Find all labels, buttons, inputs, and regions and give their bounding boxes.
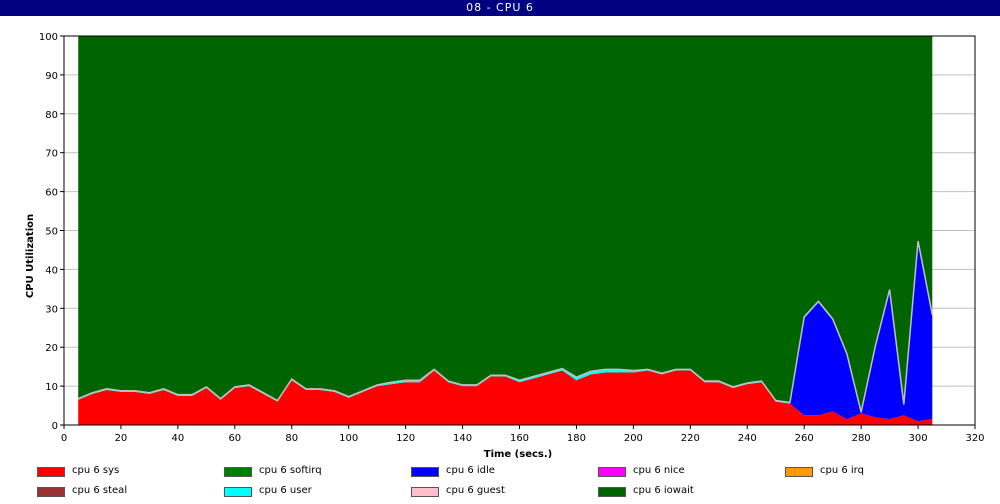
legend-label: cpu 6 sys xyxy=(72,465,120,476)
x-tick-label: 320 xyxy=(965,433,984,444)
x-tick-label: 280 xyxy=(852,433,871,444)
chart-areas xyxy=(77,36,934,425)
y-tick-label: 0 xyxy=(52,421,58,432)
legend-label: cpu 6 user xyxy=(259,485,312,496)
legend-swatch xyxy=(224,467,252,477)
legend-swatch xyxy=(411,467,439,477)
y-tick-label: 10 xyxy=(45,382,58,393)
x-tick-label: 140 xyxy=(453,433,472,444)
legend-swatch xyxy=(785,467,813,477)
x-tick-label: 200 xyxy=(624,433,643,444)
plot-frame xyxy=(63,35,976,426)
y-tick-label: 70 xyxy=(45,149,58,160)
x-tick-label: 240 xyxy=(738,433,757,444)
x-tick-label: 260 xyxy=(795,433,814,444)
legend-swatch xyxy=(598,467,626,477)
series-area-cpu-6-iowait xyxy=(78,36,933,413)
y-tick-label: 40 xyxy=(45,265,58,276)
legend-label: cpu 6 softirq xyxy=(259,465,322,476)
series-area-cpu-6-idle xyxy=(78,242,933,422)
y-tick-label: 20 xyxy=(45,343,58,354)
x-axis-label: Time (secs.) xyxy=(484,449,553,458)
y-tick-label: 80 xyxy=(45,110,58,121)
x-tick-label: 0 xyxy=(61,433,67,444)
x-tick-label: 120 xyxy=(396,433,415,444)
legend-swatch xyxy=(37,487,65,497)
x-tick-label: 80 xyxy=(285,433,298,444)
legend-label: cpu 6 guest xyxy=(446,485,505,496)
y-tick-label: 50 xyxy=(45,227,58,238)
x-tick-label: 300 xyxy=(909,433,928,444)
legend-label: cpu 6 nice xyxy=(633,465,685,476)
window-title: 08 - CPU 6 xyxy=(0,0,1000,16)
legend-swatch xyxy=(411,487,439,497)
legend-swatch xyxy=(37,467,65,477)
chart-legend: cpu 6 sys cpu 6 softirq cpu 6 idle cpu 6 ni… xyxy=(0,458,1000,504)
x-tick-label: 20 xyxy=(115,433,128,444)
x-tick-label: 40 xyxy=(172,433,185,444)
x-tick-label: 180 xyxy=(567,433,586,444)
x-tick-label: 60 xyxy=(228,433,241,444)
stack-top-line xyxy=(77,240,934,413)
y-tick-label: 30 xyxy=(45,304,58,315)
series-area-cpu-6-sys xyxy=(78,370,933,425)
y-axis-label: CPU Utilization xyxy=(25,214,36,298)
legend-label: cpu 6 iowait xyxy=(633,485,694,496)
y-tick-label: 100 xyxy=(39,32,58,43)
y-tick-label: 90 xyxy=(45,71,58,82)
legend-label: cpu 6 steal xyxy=(72,485,128,496)
chart-axes: 0 10 20 30 40 50 60 70 80 90 100 0 20 40 60 80 100 120 140… xyxy=(39,32,985,444)
cpu-utilization-chart: 0 10 20 30 40 50 60 70 80 90 100 0 20 40 60 80 100 120 140… xyxy=(25,32,985,458)
legend-label: cpu 6 idle xyxy=(446,465,495,476)
x-tick-label: 100 xyxy=(339,433,358,444)
legend-swatch xyxy=(598,487,626,497)
x-tick-label: 160 xyxy=(510,433,529,444)
legend-swatch xyxy=(224,487,252,497)
x-tick-label: 220 xyxy=(681,433,700,444)
y-tick-label: 60 xyxy=(45,188,58,199)
legend-label: cpu 6 irq xyxy=(820,465,864,476)
